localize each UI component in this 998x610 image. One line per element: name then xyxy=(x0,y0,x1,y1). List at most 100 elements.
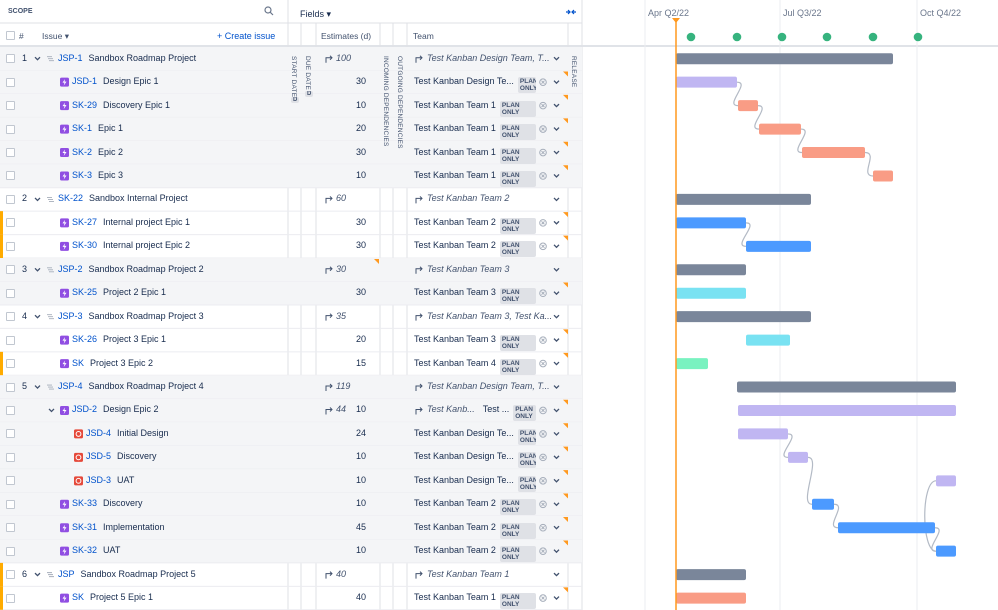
row-flag xyxy=(0,562,3,587)
row-checkbox[interactable] xyxy=(6,288,15,298)
estimate: 10 xyxy=(355,169,366,180)
row-checkbox[interactable] xyxy=(6,241,15,251)
row-background xyxy=(0,375,582,399)
row-checkbox[interactable] xyxy=(6,171,15,181)
clear-team-glyph xyxy=(541,432,545,436)
row-checkbox[interactable] xyxy=(6,546,15,556)
row-checkbox[interactable] xyxy=(6,593,15,603)
row-checkbox[interactable] xyxy=(6,77,15,87)
row-checkbox[interactable] xyxy=(6,499,15,509)
row-checkbox[interactable] xyxy=(6,429,15,439)
issue-key[interactable]: JSP xyxy=(58,568,75,579)
estimate-rollup: 100 xyxy=(336,52,352,63)
change-corner xyxy=(374,259,379,265)
issue-key[interactable]: SK-29 xyxy=(72,99,98,110)
issue-key[interactable]: JSP-2 xyxy=(58,263,83,274)
select-all-checkbox[interactable] xyxy=(6,31,15,40)
issue-key[interactable]: SK-30 xyxy=(72,240,98,251)
issue-key[interactable]: SK-3 xyxy=(72,169,93,180)
row-checkbox[interactable] xyxy=(6,218,15,228)
issue-summary: Design Epic 2 xyxy=(103,404,159,415)
expand-chevron xyxy=(553,361,560,366)
collapse-icon[interactable] xyxy=(565,8,577,16)
clear-team-icon xyxy=(539,359,547,368)
issue-header[interactable]: Issue ▾ xyxy=(42,31,69,41)
expand-chevron xyxy=(553,220,560,225)
issue-key[interactable]: SK xyxy=(72,357,85,368)
clear-team-icon xyxy=(539,406,547,415)
clear-team-icon xyxy=(539,500,547,509)
estimate: 10 xyxy=(355,451,366,462)
team-rollup: Test Kanb... xyxy=(427,404,475,415)
issue-key[interactable]: SK xyxy=(72,592,85,603)
row-flag xyxy=(0,234,3,259)
schedule-bar xyxy=(936,475,956,487)
row-checkbox[interactable] xyxy=(6,452,15,462)
timeline-label: Apr Q2/22 xyxy=(648,8,690,18)
clear-team-icon xyxy=(539,289,547,298)
issue-key[interactable]: JSD-5 xyxy=(86,451,112,462)
issue-key[interactable]: SK-1 xyxy=(72,123,93,134)
hash-header: # xyxy=(19,31,24,41)
issue-summary: Sandbox Roadmap Project 5 xyxy=(80,568,196,579)
create-issue-button[interactable]: + Create issue xyxy=(217,31,276,41)
dependency-link xyxy=(741,222,751,247)
estimate: 30 xyxy=(355,76,366,87)
row-checkbox[interactable] xyxy=(6,124,15,134)
schedule-bar xyxy=(676,287,746,299)
issue-key[interactable]: JSD-3 xyxy=(86,474,112,485)
fields-button[interactable]: Fields ▾ xyxy=(300,9,332,19)
row-checkbox[interactable] xyxy=(6,265,15,275)
search-icon[interactable] xyxy=(264,6,274,16)
timeline-label: Jul Q3/22 xyxy=(783,8,822,18)
expand-chevron xyxy=(553,314,560,319)
change-corner xyxy=(563,212,568,218)
row-checkbox[interactable] xyxy=(6,523,15,533)
row-checkbox[interactable] xyxy=(6,194,15,204)
issue-type-glyph xyxy=(62,595,67,602)
clear-team-glyph xyxy=(541,408,545,413)
row-checkbox[interactable] xyxy=(6,382,15,392)
estimate: 40 xyxy=(355,592,366,603)
row-background xyxy=(0,281,582,305)
row-checkbox[interactable] xyxy=(6,359,15,369)
row-checkbox[interactable] xyxy=(6,476,15,486)
issue-key[interactable]: SK-25 xyxy=(72,287,98,298)
issue-key[interactable]: JSP-3 xyxy=(58,310,83,321)
schedule-bar xyxy=(737,381,956,393)
issue-summary: Sandbox Internal Project xyxy=(89,193,188,204)
row-checkbox[interactable] xyxy=(6,148,15,158)
clear-team-glyph xyxy=(541,455,545,460)
row-background xyxy=(0,469,582,493)
row-checkbox[interactable] xyxy=(6,570,15,580)
row-checkbox[interactable] xyxy=(6,405,15,415)
estimate: 10 xyxy=(355,99,366,110)
row-checkbox[interactable] xyxy=(6,312,15,322)
plan-only-badge: PLAN ONLY xyxy=(499,217,536,234)
issue-key[interactable]: JSP-4 xyxy=(58,381,83,392)
issue-key[interactable]: SK-32 xyxy=(72,545,98,556)
schedule-bar xyxy=(676,311,811,323)
issue-key[interactable]: SK-33 xyxy=(72,498,98,509)
issue-key[interactable]: SK-31 xyxy=(72,521,98,532)
issue-key[interactable]: JSD-4 xyxy=(86,427,112,438)
schedule-bar xyxy=(812,498,834,510)
dependency-link xyxy=(832,503,840,529)
issue-type-icon xyxy=(74,429,83,439)
issue-key[interactable]: JSP-1 xyxy=(58,52,83,63)
issue-key[interactable]: SK-26 xyxy=(72,334,98,345)
row-checkbox[interactable] xyxy=(6,54,15,64)
rollup-arrow xyxy=(415,266,423,274)
row-checkbox[interactable] xyxy=(6,335,15,345)
issue-key[interactable]: SK-22 xyxy=(58,193,84,204)
expand-chevron xyxy=(553,455,560,460)
issue-key[interactable]: SK-2 xyxy=(72,146,93,157)
team-rollup: Test Kanban Design Team, T... xyxy=(427,52,550,63)
issue-key[interactable]: JSD-2 xyxy=(72,404,98,415)
row-checkbox[interactable] xyxy=(6,101,15,111)
issue-type-glyph xyxy=(62,337,67,344)
issue-key[interactable]: SK-27 xyxy=(72,216,98,227)
issue-summary: Internal project Epic 2 xyxy=(103,240,191,251)
dependency-link xyxy=(797,128,806,154)
issue-key[interactable]: JSD-1 xyxy=(72,76,98,87)
